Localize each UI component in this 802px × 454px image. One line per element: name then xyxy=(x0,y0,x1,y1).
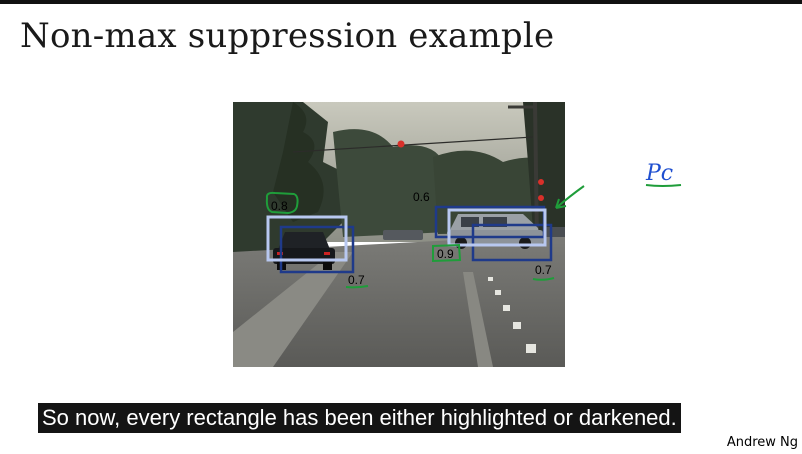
street-scene-photo: 0.8 0.7 0.6 0.9 0.7 xyxy=(233,102,565,367)
bounding-box-left-dark xyxy=(279,225,355,274)
subtitle-caption: So now, every rectangle has been either … xyxy=(38,403,681,433)
detection-label: 0.9 xyxy=(437,247,454,261)
author-credit: Andrew Ng xyxy=(726,435,798,450)
detection-label: 0.8 xyxy=(271,199,288,213)
detection-label: 0.7 xyxy=(348,273,365,287)
right-car xyxy=(447,214,543,249)
bounding-box-right-highlighted xyxy=(447,208,547,247)
green-underline-mark xyxy=(645,184,682,187)
pc-annotation: Pc xyxy=(645,161,673,186)
bounding-box-left-highlighted xyxy=(266,215,348,262)
bounding-box-right-dark-2 xyxy=(471,223,553,262)
slide-title: Non-max suppression example xyxy=(20,16,555,56)
top-rule xyxy=(0,0,802,4)
detection-label: 0.6 xyxy=(413,190,430,204)
detection-label: 0.7 xyxy=(535,263,552,277)
